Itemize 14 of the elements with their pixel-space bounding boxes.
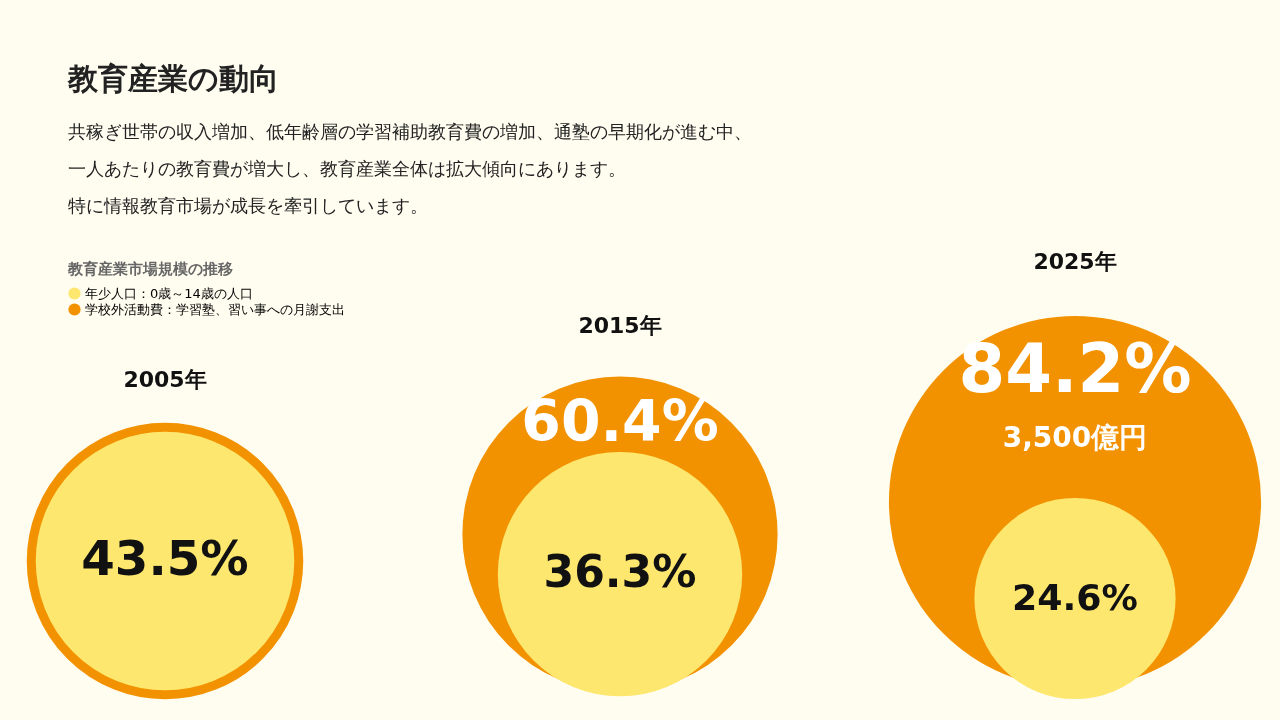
legend-label: 学校外活動費：学習塾、習い事への月謝支出 (85, 301, 345, 317)
category-label: 2015年 (578, 313, 662, 339)
category-label: 2025年 (1033, 249, 1117, 275)
text: 共稼ぎ世帯の収入増加、低年齢層の学習補助教育費の増加、通塾の早期化が進む中、一人あたりの教育費が増大し、教育産業全体は拡大傾向にあります。特に情報教育市場が成長を牽引しています。 (68, 121, 752, 216)
data-label: 43.5% (81, 530, 249, 587)
legend-title: 教育産業市場規模の推移 (67, 260, 233, 278)
text: 3,500億円 (1002, 421, 1148, 455)
data-label: 84.2% (958, 329, 1192, 408)
data-label: 60.4% (521, 387, 719, 454)
data-label: 36.3% (543, 546, 697, 598)
text: 教育産業の動向 (67, 61, 279, 96)
data-label: 24.6% (1012, 575, 1138, 619)
category-label: 2005年 (123, 367, 207, 393)
legend-label: 年少人口：0歳～14歳の人口 (85, 285, 253, 301)
